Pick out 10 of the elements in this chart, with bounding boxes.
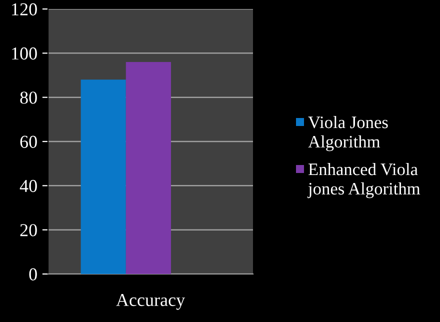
x-tick-label: Accuracy — [116, 294, 186, 310]
y-tick-label: 60 — [20, 136, 37, 148]
y-tick-label: 80 — [20, 92, 37, 104]
legend-label: Enhanced Viola jones Algorithm — [308, 163, 420, 198]
y-tick-label: 0 — [29, 268, 37, 280]
legend-label: Viola Jones Algorithm — [308, 116, 388, 152]
y-tick-label: 40 — [20, 180, 37, 192]
y-tick-label: 20 — [20, 224, 37, 236]
y-tick-label: 120 — [12, 3, 37, 16]
y-tick-label: 100 — [12, 47, 37, 60]
